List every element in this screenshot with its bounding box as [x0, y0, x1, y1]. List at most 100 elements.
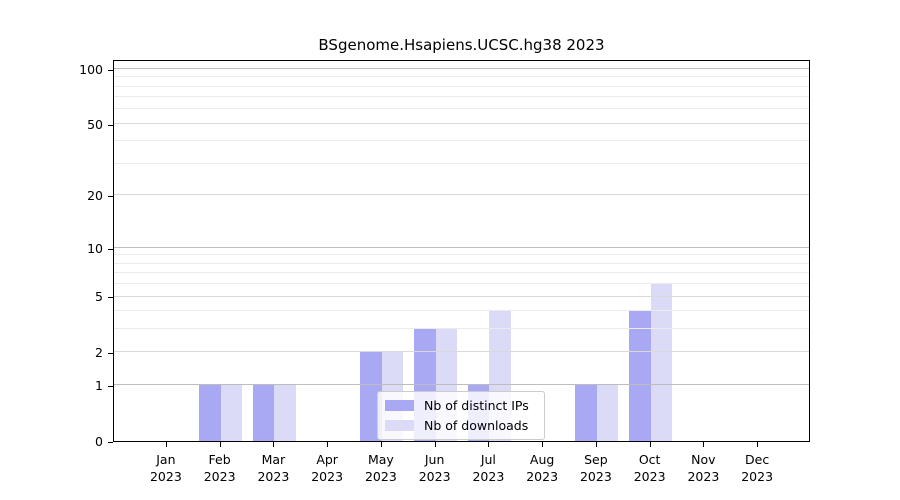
x-tick-mark-mar — [273, 442, 275, 447]
bar-nb-of-distinct-ips-sep — [575, 385, 597, 441]
legend-item-distinct-ips: Nb of distinct IPs — [385, 399, 535, 412]
gridline-10 — [114, 246, 809, 248]
x-tick-year: 2023 — [311, 469, 344, 484]
x-tick-month: Jul — [480, 452, 496, 467]
y-tick-label-5: 5 — [95, 289, 103, 305]
x-tick-year: 2023 — [149, 469, 182, 484]
x-tick-label-oct: Oct 2023 — [615, 451, 685, 485]
x-tick-mark-apr — [327, 442, 329, 447]
gridline-minor-40 — [114, 140, 809, 142]
x-tick-label-may: May 2023 — [346, 451, 416, 485]
x-tick-label-apr: Apr 2023 — [292, 451, 362, 485]
x-tick-year: 2023 — [579, 469, 612, 484]
bar-nb-of-distinct-ips-may — [360, 352, 382, 441]
gridline-minor-6 — [114, 283, 809, 285]
y-tick-label-2: 2 — [95, 345, 103, 361]
gridline-minor-30 — [114, 163, 809, 165]
y-tick-label-0: 0 — [95, 434, 103, 449]
y-tick-mark-20 — [108, 196, 113, 198]
bar-nb-of-downloads-mar — [274, 385, 296, 441]
gridline-minor-4 — [114, 310, 809, 312]
distinct-ips-swatch-icon — [385, 400, 414, 411]
chart-title: BSgenome.Hsapiens.UCSC.hg38 2023 — [318, 36, 605, 54]
x-tick-year: 2023 — [687, 469, 720, 484]
downloads-swatch-icon — [385, 420, 414, 431]
x-tick-label-aug: Aug 2023 — [507, 451, 577, 485]
y-tick-label-50: 50 — [87, 116, 103, 132]
x-tick-month: Oct — [638, 452, 661, 467]
y-tick-mark-0 — [108, 442, 113, 443]
x-tick-month: Aug — [529, 452, 555, 467]
x-tick-label-nov: Nov 2023 — [668, 451, 738, 485]
y-tick-mark-50 — [108, 124, 113, 126]
x-tick-label-sep: Sep 2023 — [561, 451, 631, 485]
x-tick-year: 2023 — [418, 469, 451, 484]
bar-nb-of-downloads-feb — [220, 385, 243, 441]
x-tick-month: Nov — [691, 452, 716, 467]
gridline-minor-9 — [114, 254, 809, 256]
y-tick-label-1: 1 — [95, 378, 103, 394]
x-tick-label-dec: Dec 2023 — [722, 451, 792, 485]
x-tick-month: Jan — [156, 452, 176, 467]
gridline-50 — [114, 122, 809, 124]
x-tick-month: Jun — [424, 452, 445, 467]
x-tick-year: 2023 — [203, 469, 236, 484]
gridline-100 — [114, 67, 809, 69]
bar-nb-of-distinct-ips-oct — [629, 311, 651, 441]
gridline-2 — [114, 351, 809, 353]
legend-label: Nb of distinct IPs — [424, 398, 529, 413]
gridline-minor-60 — [114, 108, 809, 110]
x-tick-month: Dec — [745, 452, 770, 467]
legend: Nb of distinct IPs Nb of downloads — [377, 391, 545, 440]
gridline-minor-70 — [114, 96, 809, 98]
x-tick-year: 2023 — [741, 469, 774, 484]
x-tick-month: Mar — [261, 452, 286, 467]
x-tick-month: Apr — [316, 452, 338, 467]
x-tick-label-jul: Jul 2023 — [453, 451, 523, 485]
x-tick-mark-nov — [703, 442, 705, 447]
gridline-minor-8 — [114, 262, 809, 264]
bar-nb-of-distinct-ips-feb — [199, 385, 221, 441]
y-tick-label-20: 20 — [87, 188, 103, 204]
gridline-minor-7 — [114, 272, 809, 274]
x-tick-label-mar: Mar 2023 — [238, 451, 308, 485]
y-tick-mark-5 — [108, 297, 113, 299]
x-tick-label-jan: Jan 2023 — [131, 451, 201, 485]
x-tick-mark-jun — [434, 442, 436, 447]
plot-area — [113, 60, 810, 442]
x-tick-year: 2023 — [472, 469, 505, 484]
x-tick-mark-may — [380, 442, 382, 447]
x-tick-mark-jan — [165, 442, 167, 447]
x-tick-mark-jul — [488, 442, 490, 447]
gridline-1 — [114, 384, 809, 386]
gridline-20 — [114, 194, 809, 196]
x-tick-month: Sep — [584, 452, 608, 467]
x-tick-year: 2023 — [526, 469, 559, 484]
gridline-minor-80 — [114, 85, 809, 87]
x-tick-month: Feb — [208, 452, 231, 467]
x-tick-mark-dec — [757, 442, 759, 447]
y-tick-mark-1 — [108, 386, 113, 388]
bar-nb-of-downloads-oct — [650, 284, 673, 441]
y-tick-label-10: 10 — [87, 240, 103, 256]
x-tick-month: May — [367, 452, 394, 467]
gridline-5 — [114, 295, 809, 297]
legend-label: Nb of downloads — [424, 418, 529, 433]
gridline-minor-3 — [114, 328, 809, 330]
gridline-minor-90 — [114, 76, 809, 78]
x-tick-label-feb: Feb 2023 — [185, 451, 255, 485]
x-tick-year: 2023 — [257, 469, 290, 484]
bar-nb-of-downloads-sep — [596, 385, 619, 441]
y-tick-label-100: 100 — [79, 61, 103, 77]
x-tick-mark-sep — [595, 442, 597, 447]
x-tick-mark-feb — [219, 442, 221, 447]
y-tick-mark-10 — [108, 248, 113, 250]
y-tick-mark-2 — [108, 353, 113, 355]
bar-nb-of-distinct-ips-mar — [252, 385, 275, 441]
legend-item-downloads: Nb of downloads — [385, 419, 535, 432]
x-tick-mark-aug — [542, 442, 544, 447]
x-tick-label-jun: Jun 2023 — [400, 451, 470, 485]
x-tick-year: 2023 — [633, 469, 666, 484]
y-tick-mark-100 — [108, 69, 113, 71]
